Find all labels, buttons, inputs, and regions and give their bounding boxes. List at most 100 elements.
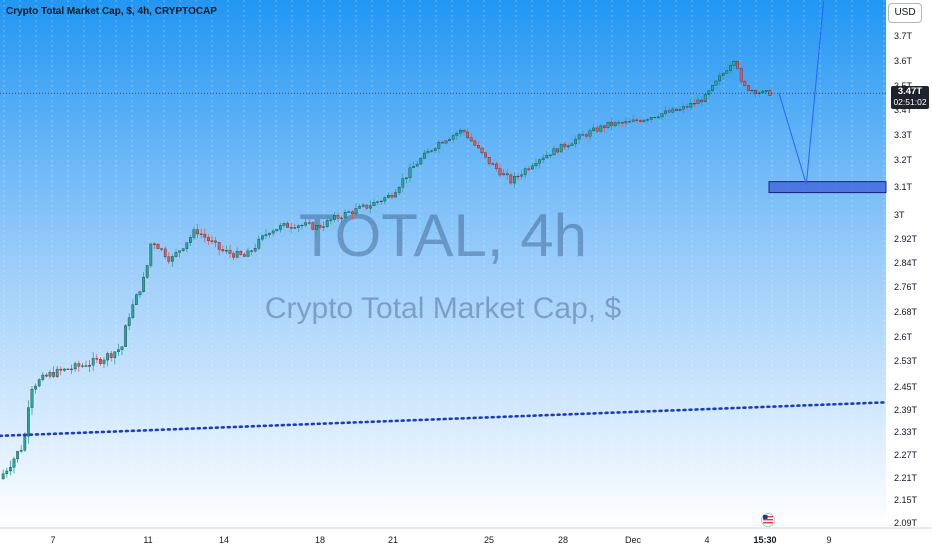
up-candle [577,133,581,144]
drawings[interactable] [0,0,888,438]
up-candle [646,118,649,123]
up-candle [426,147,430,154]
down-candle [675,108,678,112]
up-candle [340,215,343,224]
currency-button[interactable]: USD [888,3,922,23]
up-candle [379,199,383,205]
up-candle [297,224,300,233]
bar-countdown: 02:51:02 [893,97,927,107]
up-candle [682,103,685,114]
price-scale[interactable]: 3.7T3.6T3.5T3.4T3.3T3.2T3.1T3T2.92T2.84T… [894,31,918,528]
down-candle [477,141,480,150]
target-zone-box[interactable] [768,181,887,194]
price-tick-label: 2.33T [894,427,918,437]
price-tick-label: 3.4T [894,105,913,115]
time-scale-background [0,528,932,550]
up-candle [423,150,426,160]
up-candle [721,70,725,80]
up-candle [552,145,556,156]
up-candle [19,445,23,453]
up-candle [225,245,228,254]
up-candle [304,216,307,228]
time-tick-label: 15:30 [753,535,776,545]
up-candle [12,456,16,474]
up-candle [268,232,271,238]
up-candle [545,150,549,159]
projection-path[interactable] [778,0,825,185]
up-candle [354,203,358,217]
down-candle [754,89,757,99]
up-candle [369,200,372,213]
down-candle [498,164,502,178]
time-tick-label: 18 [315,535,325,545]
up-candle [178,250,181,258]
up-candle [718,71,721,86]
up-candle [149,243,153,268]
up-candle [401,173,405,193]
up-candle [570,141,574,146]
up-candle [459,128,462,137]
up-candle [631,114,635,123]
up-candle [405,177,408,184]
up-candle [750,88,754,94]
down-candle [685,103,689,111]
up-candle [415,160,419,167]
up-candle [113,351,117,365]
time-tick-label: 28 [558,535,568,545]
up-candle [376,200,379,205]
up-candle [235,247,239,259]
up-candle [189,235,192,246]
up-candle [664,106,667,116]
up-candle [246,247,250,257]
down-candle [243,252,246,257]
up-candle [329,219,333,225]
down-candle [351,209,354,220]
up-candle [574,135,577,148]
up-candle [34,383,37,394]
price-tick-label: 2.09T [894,518,918,528]
down-candle [480,147,484,156]
up-candle [135,293,138,306]
up-candle [16,450,19,463]
up-candle [729,61,732,74]
economic-event-flag-icon[interactable] [761,513,775,527]
up-candle [732,60,736,69]
up-candle [192,226,196,240]
price-tick-label: 3.6T [894,56,913,66]
up-candle [433,147,437,154]
down-candle [203,228,207,243]
up-candle [394,188,397,198]
up-candle [408,163,412,182]
down-candle [487,156,491,167]
up-candle [541,154,545,164]
up-candle [444,140,448,145]
down-candle [462,128,466,136]
up-candle [315,221,318,236]
up-candle [606,121,610,130]
price-tick-label: 2.15T [894,495,918,505]
time-tick-label: 4 [704,535,709,545]
down-candle [163,246,167,260]
up-candle [653,116,657,119]
up-candle [383,196,387,205]
time-scale[interactable]: 7 11 14 18 21 25 28 Dec 4 15:30 9 [50,535,831,545]
up-candle [534,158,538,170]
down-candle [621,121,624,128]
up-candle [30,385,34,415]
up-candle [419,156,423,166]
up-candle [142,272,145,293]
down-candle [628,118,631,123]
watermark-description: Crypto Total Market Cap, $ [265,292,622,325]
down-candle [441,140,444,144]
up-candle [455,130,459,140]
up-candle [257,235,261,251]
up-candle [372,199,376,207]
dotted-trendline[interactable] [0,401,888,438]
down-candle [635,117,639,123]
up-candle [581,131,585,136]
up-candle [347,209,351,213]
up-candle [671,106,675,114]
candles [1,59,772,480]
